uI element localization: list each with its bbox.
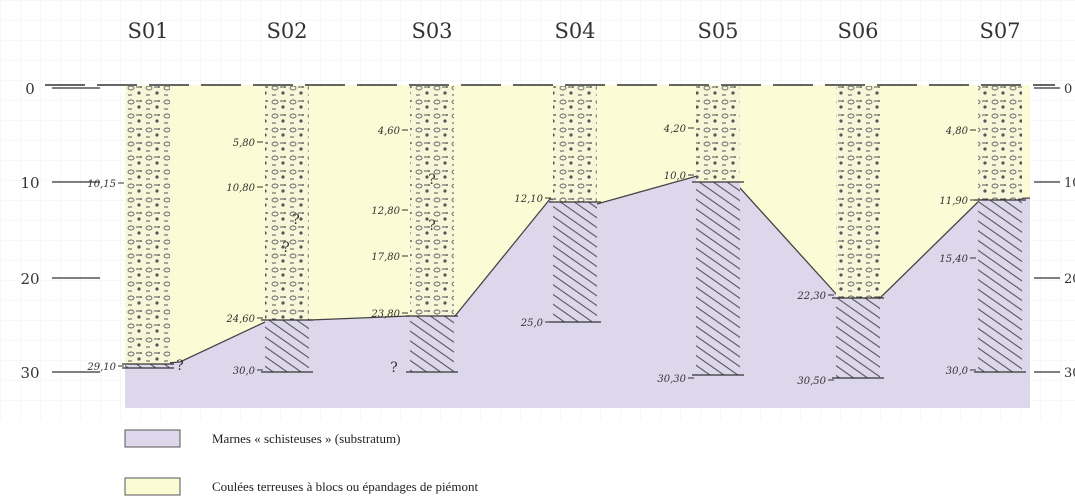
- uncertain-mark: ?: [390, 360, 398, 376]
- substratum-column: [836, 298, 880, 378]
- deposit-column: [978, 86, 1022, 200]
- uncertain-mark: ?: [282, 240, 290, 256]
- substratum-column: [978, 200, 1022, 372]
- depth-annotation: 17,80: [371, 252, 400, 263]
- legend-swatch: [125, 430, 180, 447]
- depth-annotation: 10,0: [664, 171, 687, 182]
- cross-section: Marnes « schisteuses » (substratum) Coul…: [0, 0, 1075, 502]
- depth-annotation: 23,80: [370, 309, 400, 320]
- depth-annotation: 11,90: [939, 196, 968, 207]
- borehole-label: S01: [127, 19, 168, 43]
- legend-label: Marnes « schisteuses » (substratum): [212, 431, 400, 446]
- depth-label-left: 10: [20, 174, 39, 192]
- substratum-column: [410, 316, 454, 372]
- depth-label-right: 0: [1064, 82, 1072, 97]
- depth-annotation: 30,50: [797, 376, 826, 387]
- substratum-column: [265, 320, 309, 372]
- depth-annotation: 29,10: [86, 362, 116, 373]
- borehole-label: S03: [411, 19, 452, 43]
- depth-label-left: 20: [20, 270, 39, 288]
- depth-annotation: 30,30: [657, 374, 686, 385]
- depth-label-left: 0: [25, 80, 35, 98]
- legend-swatch: [125, 478, 180, 495]
- borehole-label: S06: [837, 19, 878, 43]
- substratum-column: [696, 182, 740, 375]
- depth-annotation: 5,80: [233, 138, 256, 149]
- depth-annotation: 12,10: [514, 194, 543, 205]
- borehole-label: S02: [266, 19, 307, 43]
- deposit-column: [696, 86, 740, 182]
- deposit-column: [126, 86, 170, 364]
- deposit-column: [410, 86, 454, 316]
- uncertain-mark: ?: [292, 212, 300, 228]
- depth-label-right: 20: [1064, 272, 1075, 287]
- deposit-column: [265, 86, 309, 320]
- deposit-column: [553, 86, 597, 202]
- depth-annotation: 4,60: [377, 126, 401, 137]
- depth-annotation: 22,30: [796, 291, 826, 302]
- depth-annotation: 4,80: [945, 126, 969, 137]
- uncertain-mark: ?: [428, 218, 436, 234]
- depth-annotation: 30,0: [946, 366, 969, 377]
- depth-annotation: 4,20: [663, 124, 687, 135]
- deposit-column: [836, 86, 880, 298]
- borehole-label: S05: [697, 19, 738, 43]
- legend-label: Coulées terreuses à blocs ou épandages d…: [212, 479, 478, 494]
- depth-annotation: 10,15: [87, 179, 116, 190]
- depth-annotation: 30,0: [233, 366, 256, 377]
- depth-label-right: 10: [1064, 176, 1075, 191]
- depth-label-left: 30: [20, 364, 39, 382]
- depth-annotation: 24,60: [225, 314, 255, 325]
- depth-label-right: 30: [1064, 366, 1075, 381]
- depth-annotation: 12,80: [371, 206, 400, 217]
- borehole-label: S07: [979, 19, 1020, 43]
- depth-annotation: 15,40: [939, 254, 968, 265]
- uncertain-mark: ?: [176, 358, 184, 374]
- depth-annotation: 25,0: [520, 318, 544, 329]
- uncertain-mark: ?: [428, 172, 436, 188]
- depth-annotation: 10,80: [226, 183, 255, 194]
- borehole-label: S04: [554, 19, 595, 43]
- substratum-column: [553, 202, 597, 322]
